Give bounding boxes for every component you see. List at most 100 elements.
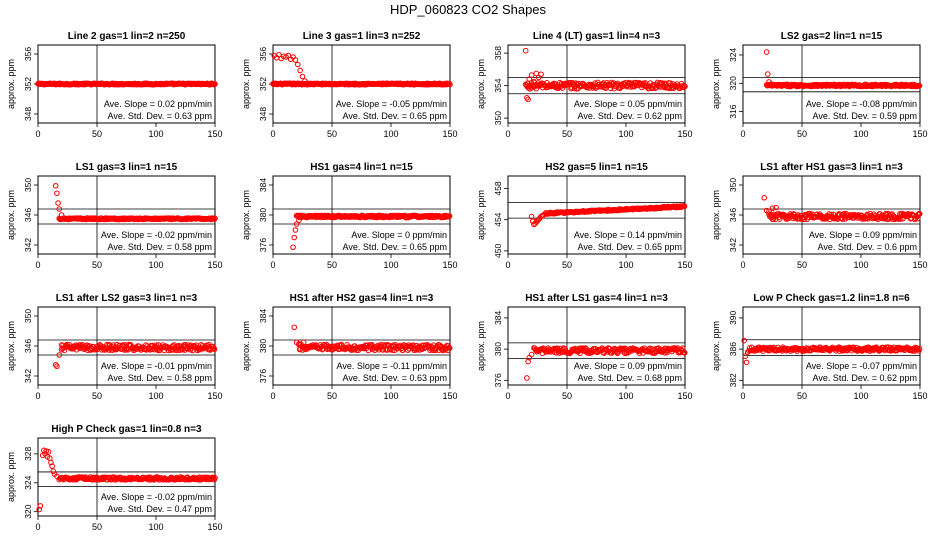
- y-tick-label: 384: [258, 309, 268, 323]
- y-tick-label: 346: [728, 208, 738, 222]
- y-tick-label: 350: [493, 111, 503, 125]
- x-tick-label: 0: [505, 391, 510, 401]
- x-tick-label: 150: [677, 391, 692, 401]
- data-point: [41, 447, 47, 454]
- data-point: [533, 85, 540, 92]
- x-tick-label: 100: [618, 391, 633, 401]
- y-tick-label: 348: [258, 107, 268, 121]
- x-tick-label: 150: [207, 522, 222, 532]
- stddev-annotation: Ave. Std. Dev. = 0.62 ppm: [578, 111, 682, 121]
- stddev-annotation: Ave. Std. Dev. = 0.65 ppm: [343, 111, 447, 121]
- data-point: [211, 346, 218, 353]
- y-tick-label: 350: [728, 178, 738, 192]
- y-axis-label: approx. ppm: [476, 190, 486, 240]
- panel-7: HS2 gas=5 lin=1 n=15 0 50 100 150 450 454 458 ap…: [476, 162, 693, 270]
- data-points: [761, 194, 923, 223]
- slope-annotation: Ave. Slope = -0.11 ppm/min: [337, 361, 447, 371]
- x-tick-label: 100: [148, 129, 163, 139]
- x-tick-label: 50: [797, 391, 807, 401]
- x-tick-label: 150: [677, 260, 692, 270]
- data-point: [54, 363, 60, 370]
- data-point: [52, 361, 59, 368]
- y-axis-label: approx. ppm: [711, 190, 721, 240]
- stddev-annotation: Ave. Std. Dev. = 0.58 ppm: [108, 242, 212, 252]
- panel-title: HS1 after LS1 gas=4 lin=1 n=3: [525, 293, 668, 304]
- y-axis-label: approx. ppm: [476, 321, 486, 371]
- x-tick-label: 150: [912, 129, 927, 139]
- slope-annotation: Ave. Slope = 0 ppm/min: [351, 230, 447, 240]
- y-tick-label: 380: [493, 342, 503, 356]
- data-point: [447, 81, 453, 88]
- data-point: [45, 448, 52, 455]
- x-tick-label: 50: [562, 260, 572, 270]
- panel-3: Line 4 (LT) gas=1 lin=4 n=3 0 50 100 150 350 3…: [476, 31, 693, 139]
- slope-annotation: Ave. Slope = -0.02 ppm/min: [101, 230, 212, 240]
- data-point: [297, 67, 303, 74]
- x-tick-label: 50: [92, 522, 102, 532]
- data-point: [524, 375, 530, 381]
- y-tick-label: 328: [23, 447, 33, 461]
- x-tick-label: 0: [35, 260, 40, 270]
- data-point: [522, 47, 529, 54]
- data-point: [212, 475, 218, 481]
- data-point: [585, 81, 592, 88]
- data-point: [55, 200, 61, 206]
- x-tick-label: 100: [618, 129, 633, 139]
- data-point: [299, 73, 306, 80]
- data-point: [294, 61, 301, 68]
- panel-title: LS1 gas=3 lin=1 n=15: [76, 162, 178, 173]
- data-point: [743, 359, 750, 366]
- data-points: [270, 51, 453, 88]
- x-tick-label: 0: [270, 260, 275, 270]
- x-tick-label: 100: [148, 522, 163, 532]
- y-tick-label: 342: [728, 238, 738, 252]
- panels: Line 2 gas=1 lin=2 n=250 0 50 100 150 348 352 3…: [6, 31, 928, 532]
- y-tick-label: 324: [23, 475, 33, 489]
- data-points: [524, 345, 688, 381]
- x-tick-label: 150: [207, 129, 222, 139]
- data-point: [123, 346, 129, 353]
- y-axis-label: approx. ppm: [711, 59, 721, 109]
- panel-title: High P Check gas=1 lin=0.8 n=3: [51, 424, 202, 435]
- panel-11: HS1 after LS1 gas=4 lin=1 n=3 0 50 100 150 37…: [476, 293, 693, 401]
- figure-title: HDP_060823 CO2 Shapes: [390, 2, 547, 17]
- stddev-annotation: Ave. Std. Dev. = 0.47 ppm: [108, 504, 212, 514]
- x-tick-label: 0: [740, 129, 745, 139]
- x-tick-label: 50: [92, 260, 102, 270]
- x-tick-label: 50: [327, 129, 337, 139]
- plot-frame: [507, 175, 686, 255]
- y-axis-label: approx. ppm: [6, 321, 16, 371]
- data-point: [603, 82, 610, 89]
- data-point: [37, 503, 44, 509]
- data-point: [446, 213, 452, 220]
- data-point: [742, 353, 749, 359]
- panel-10: HS1 after HS2 gas=4 lin=1 n=3 0 50 100 150 37…: [241, 293, 458, 401]
- y-tick-label: 450: [493, 244, 503, 258]
- y-tick-label: 376: [493, 373, 503, 387]
- y-tick-label: 342: [23, 369, 33, 383]
- y-tick-label: 342: [23, 238, 33, 252]
- data-point: [841, 210, 847, 217]
- data-point: [52, 182, 59, 189]
- data-point: [292, 227, 299, 233]
- data-point: [768, 211, 774, 218]
- stddev-annotation: Ave. Std. Dev. = 0.58 ppm: [108, 373, 212, 383]
- y-tick-label: 320: [728, 76, 738, 90]
- data-point: [681, 82, 688, 89]
- y-axis-label: approx. ppm: [476, 59, 486, 109]
- x-tick-label: 150: [207, 260, 222, 270]
- y-tick-label: 384: [258, 178, 268, 192]
- y-tick-label: 324: [728, 48, 738, 62]
- data-point: [212, 81, 218, 87]
- data-point: [210, 215, 216, 221]
- stddev-annotation: Ave. Std. Dev. = 0.59 ppm: [813, 111, 917, 121]
- y-axis-label: approx. ppm: [241, 59, 251, 109]
- panel-9: LS1 after LS2 gas=3 lin=1 n=3 0 50 100 150 34…: [6, 293, 223, 401]
- data-points: [528, 203, 688, 228]
- y-tick-label: 356: [23, 47, 33, 61]
- x-tick-label: 100: [383, 260, 398, 270]
- data-point: [54, 190, 60, 197]
- panel-title: LS1 after LS2 gas=3 lin=1 n=3: [56, 293, 198, 304]
- stddev-annotation: Ave. Std. Dev. = 0.63 ppm: [343, 373, 447, 383]
- stddev-annotation: Ave. Std. Dev. = 0.65 ppm: [343, 242, 447, 252]
